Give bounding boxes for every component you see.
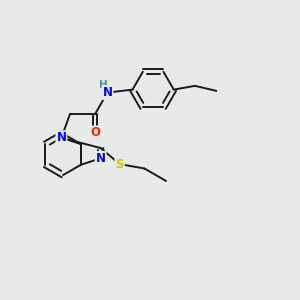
Text: N: N xyxy=(56,131,66,144)
Text: S: S xyxy=(116,158,124,171)
Text: N: N xyxy=(103,86,112,99)
Text: O: O xyxy=(90,127,100,140)
Text: N: N xyxy=(96,152,106,165)
Text: H: H xyxy=(99,80,107,90)
